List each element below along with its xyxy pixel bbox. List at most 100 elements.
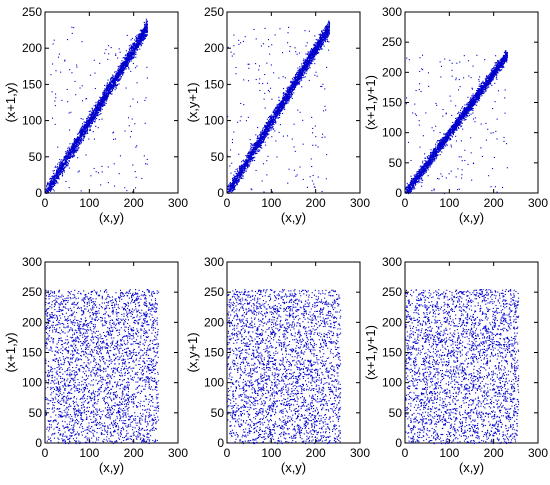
scatter-point xyxy=(45,190,47,192)
scatter-point xyxy=(133,44,135,46)
scatter-point xyxy=(280,103,282,105)
scatter-point xyxy=(128,59,131,61)
scatter-point xyxy=(65,159,67,162)
scatter-point xyxy=(289,97,291,99)
scatter-point xyxy=(50,187,52,189)
scatter-point xyxy=(274,115,276,117)
scatter-point xyxy=(232,189,234,192)
scatter-point xyxy=(109,87,111,89)
scatter-point xyxy=(248,165,250,167)
scatter-point xyxy=(102,92,104,94)
scatter-point xyxy=(71,32,73,34)
scatter-point xyxy=(263,191,265,193)
scatter-point xyxy=(240,175,242,177)
scatter-point xyxy=(122,70,124,72)
scatter-point xyxy=(314,54,316,56)
scatter-point xyxy=(92,118,94,120)
scatter-point xyxy=(126,54,128,56)
scatter-point xyxy=(131,58,133,60)
scatter-point xyxy=(273,72,275,74)
scatter-point xyxy=(250,156,252,158)
scatter-point xyxy=(88,110,90,113)
scatter-point xyxy=(62,168,64,170)
scatter-point xyxy=(119,67,121,69)
scatter-point xyxy=(130,54,132,56)
scatter-point xyxy=(122,65,124,67)
scatter-point xyxy=(76,144,78,146)
scatter-point xyxy=(93,109,95,112)
scatter-point xyxy=(260,134,262,136)
scatter-point xyxy=(134,44,136,46)
scatter-point xyxy=(324,28,326,30)
scatter-point xyxy=(46,183,49,185)
scatter-point xyxy=(301,79,303,81)
scatter-point xyxy=(296,53,298,55)
scatter-point xyxy=(266,129,268,131)
scatter-point xyxy=(57,177,59,179)
scatter-point xyxy=(79,129,81,131)
scatter-point xyxy=(133,54,135,56)
scatter-point xyxy=(123,62,125,64)
scatter-point xyxy=(133,53,135,55)
scatter-point xyxy=(73,148,75,150)
scatter-point xyxy=(67,147,69,149)
scatter-point xyxy=(91,109,93,111)
scatter-point xyxy=(288,99,290,101)
scatter-point xyxy=(267,128,270,130)
scatter-point xyxy=(324,41,326,43)
scatter-point xyxy=(49,188,51,190)
scatter-point xyxy=(299,69,301,71)
scatter-point xyxy=(278,114,281,116)
scatter-point xyxy=(93,116,95,118)
scatter-point xyxy=(109,82,112,84)
scatter-point xyxy=(240,166,242,168)
scatter-point xyxy=(68,146,70,148)
scatter-point xyxy=(320,85,322,87)
scatter-point xyxy=(313,186,315,188)
scatter-point xyxy=(240,42,242,44)
scatter-point xyxy=(328,26,330,28)
scatter-point xyxy=(269,116,271,118)
scatter-point xyxy=(82,130,84,132)
scatter-point xyxy=(110,78,112,80)
scatter-point xyxy=(134,123,136,125)
scatter-point xyxy=(127,54,129,56)
scatter-point xyxy=(116,75,118,77)
scatter-point xyxy=(103,104,105,106)
scatter-point xyxy=(140,40,142,42)
scatter-point xyxy=(293,76,295,78)
scatter-point xyxy=(144,38,146,40)
scatter-point xyxy=(67,150,69,152)
scatter-point xyxy=(112,74,114,76)
scatter-point xyxy=(141,40,143,42)
scatter-point xyxy=(311,132,314,134)
scatter-point xyxy=(46,189,48,191)
scatter-point xyxy=(259,140,261,142)
scatter-point xyxy=(100,98,103,100)
scatter-point xyxy=(321,34,323,36)
scatter-point xyxy=(114,89,116,91)
scatter-point xyxy=(67,151,69,153)
scatter-point xyxy=(86,129,88,131)
scatter-point xyxy=(96,106,98,108)
scatter-point xyxy=(117,75,119,78)
scatter-point xyxy=(107,85,109,87)
scatter-point xyxy=(136,49,138,51)
scatter-point xyxy=(81,133,83,135)
scatter-point xyxy=(92,111,95,113)
scatter-point xyxy=(83,134,85,136)
scatter-point xyxy=(99,114,101,116)
scatter-point xyxy=(127,58,129,60)
scatter-point xyxy=(107,91,109,93)
scatter-point xyxy=(60,169,63,172)
scatter-point xyxy=(107,45,110,47)
scatter-point xyxy=(322,83,324,85)
scatter-point xyxy=(74,140,77,142)
scatter-point xyxy=(95,107,97,109)
scatter-point xyxy=(111,77,113,79)
scatter-point xyxy=(93,138,95,140)
scatter-point xyxy=(86,118,88,120)
scatter-point xyxy=(314,186,316,188)
scatter-point xyxy=(238,39,240,41)
scatter-point xyxy=(325,30,327,32)
